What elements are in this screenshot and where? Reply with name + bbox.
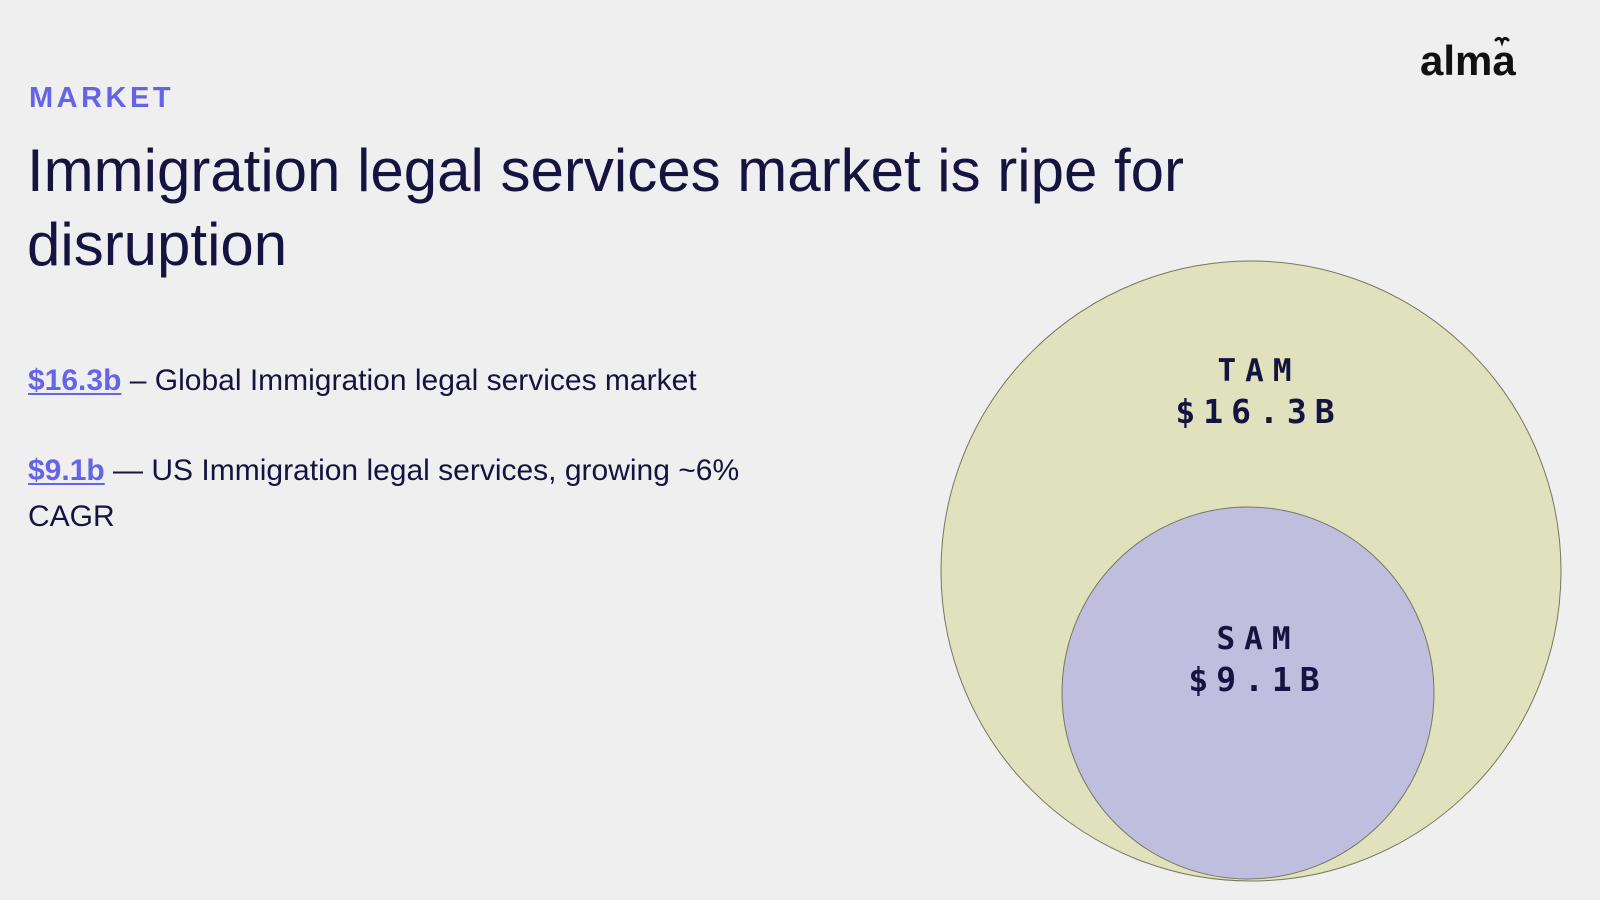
page-title: Immigration legal services market is rip… <box>27 137 1185 278</box>
sam-value: $9.1B <box>1188 660 1327 699</box>
sam-circle <box>1061 506 1435 880</box>
tam-label: TAM <box>1218 353 1301 389</box>
stat-global-description: – Global Immigration legal services mark… <box>121 364 697 397</box>
sam-label: SAM <box>1217 621 1300 657</box>
section-label: MARKET <box>29 82 175 114</box>
stat-global-value-link[interactable]: $16.3b <box>28 364 122 397</box>
stat-us-description: — US Immigration legal services, growing… <box>28 454 740 533</box>
alma-logo-svg: alma <box>1420 36 1516 84</box>
stat-us-value-link[interactable]: $9.1b <box>28 454 105 487</box>
stat-global-market: $16.3b – Global Immigration legal servic… <box>28 358 828 404</box>
tam-value: $16.3B <box>1175 392 1342 431</box>
svg-text:alma: alma <box>1420 37 1516 84</box>
stat-us-market: $9.1b — US Immigration legal services, g… <box>28 448 828 540</box>
alma-logo: alma <box>1420 32 1540 88</box>
